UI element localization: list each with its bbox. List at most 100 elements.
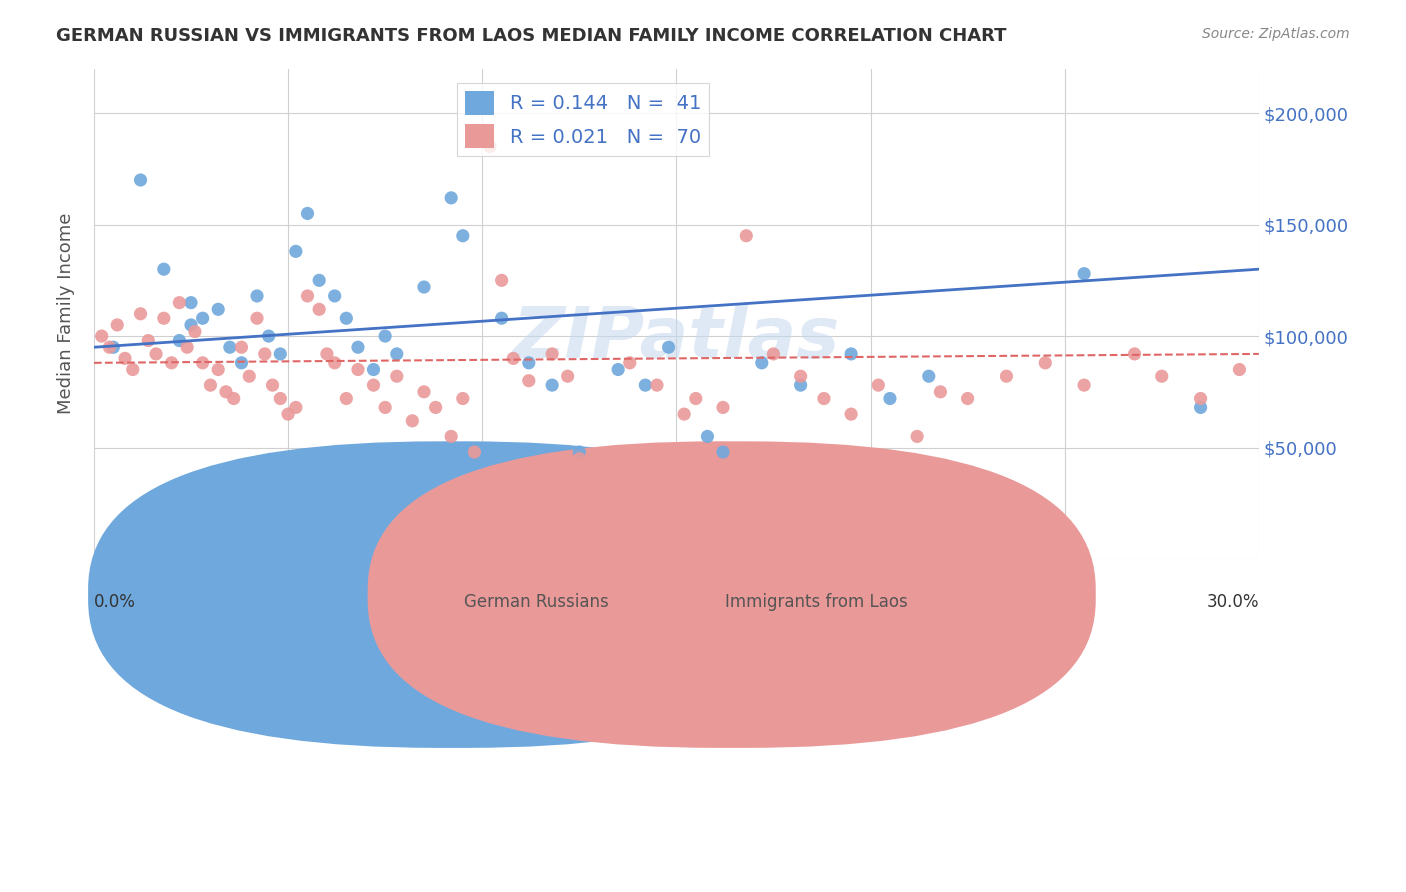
Point bbox=[347, 340, 370, 354]
Text: ZIPatlas: ZIPatlas bbox=[513, 304, 839, 373]
Point bbox=[762, 347, 785, 361]
Point bbox=[557, 369, 579, 384]
Point bbox=[191, 356, 214, 370]
Point bbox=[789, 378, 811, 392]
Point bbox=[246, 289, 269, 303]
Point bbox=[121, 362, 143, 376]
Point bbox=[269, 392, 291, 406]
Point bbox=[995, 369, 1018, 384]
Text: GERMAN RUSSIAN VS IMMIGRANTS FROM LAOS MEDIAN FAMILY INCOME CORRELATION CHART: GERMAN RUSSIAN VS IMMIGRANTS FROM LAOS M… bbox=[56, 27, 1007, 45]
Legend: R = 0.144   N =  41, R = 0.021   N =  70: R = 0.144 N = 41, R = 0.021 N = 70 bbox=[457, 83, 709, 156]
Point bbox=[176, 340, 198, 354]
Point bbox=[257, 329, 280, 343]
Point bbox=[1150, 369, 1173, 384]
Point bbox=[401, 414, 423, 428]
Point bbox=[136, 334, 159, 348]
Point bbox=[335, 311, 357, 326]
Point bbox=[425, 401, 447, 415]
Point bbox=[735, 228, 758, 243]
Point bbox=[658, 340, 681, 354]
Point bbox=[440, 429, 463, 443]
Point bbox=[568, 451, 591, 466]
Point bbox=[316, 347, 339, 361]
Point bbox=[262, 378, 284, 392]
Point bbox=[323, 289, 346, 303]
Point bbox=[184, 325, 207, 339]
Point bbox=[1033, 356, 1056, 370]
Point bbox=[385, 369, 408, 384]
Point bbox=[918, 369, 941, 384]
Point bbox=[207, 362, 229, 376]
Point bbox=[246, 311, 269, 326]
Point bbox=[191, 311, 214, 326]
Point bbox=[253, 347, 276, 361]
Point bbox=[363, 378, 385, 392]
Point bbox=[215, 384, 238, 399]
Point bbox=[347, 362, 370, 376]
Point bbox=[868, 378, 890, 392]
Point bbox=[839, 407, 862, 421]
Point bbox=[491, 311, 513, 326]
Point bbox=[440, 191, 463, 205]
Point bbox=[218, 340, 240, 354]
Point bbox=[568, 445, 591, 459]
Point bbox=[90, 329, 112, 343]
Point bbox=[297, 206, 319, 220]
Point bbox=[114, 351, 136, 366]
Point bbox=[1189, 401, 1212, 415]
Point bbox=[619, 356, 641, 370]
Point bbox=[297, 289, 319, 303]
Point bbox=[207, 302, 229, 317]
Point bbox=[905, 429, 928, 443]
Point bbox=[751, 356, 773, 370]
Text: Source: ZipAtlas.com: Source: ZipAtlas.com bbox=[1202, 27, 1350, 41]
Point bbox=[634, 378, 657, 392]
Point bbox=[385, 347, 408, 361]
Point bbox=[502, 351, 524, 366]
Point bbox=[374, 329, 396, 343]
Point bbox=[413, 384, 436, 399]
Point bbox=[129, 307, 152, 321]
Point bbox=[451, 392, 474, 406]
Point bbox=[153, 262, 176, 277]
Point bbox=[180, 318, 202, 332]
Point bbox=[335, 392, 357, 406]
Point bbox=[200, 378, 222, 392]
Point bbox=[463, 445, 485, 459]
Point bbox=[607, 362, 630, 376]
Point bbox=[145, 347, 167, 361]
Point bbox=[103, 340, 125, 354]
Text: 30.0%: 30.0% bbox=[1206, 593, 1258, 611]
Point bbox=[517, 356, 540, 370]
Point bbox=[956, 392, 979, 406]
Point bbox=[541, 347, 564, 361]
Point bbox=[277, 407, 299, 421]
Point bbox=[180, 295, 202, 310]
Point bbox=[284, 244, 307, 259]
Point bbox=[231, 356, 253, 370]
Point bbox=[645, 378, 668, 392]
Point bbox=[169, 334, 191, 348]
Point bbox=[711, 445, 734, 459]
Text: 0.0%: 0.0% bbox=[94, 593, 136, 611]
Point bbox=[541, 378, 564, 392]
Point bbox=[673, 407, 696, 421]
Point bbox=[491, 273, 513, 287]
Text: Immigrants from Laos: Immigrants from Laos bbox=[725, 593, 907, 611]
Point bbox=[413, 280, 436, 294]
Point bbox=[231, 340, 253, 354]
Point bbox=[222, 392, 245, 406]
Point bbox=[685, 392, 707, 406]
Point bbox=[374, 401, 396, 415]
Point bbox=[839, 347, 862, 361]
Point bbox=[451, 228, 474, 243]
FancyBboxPatch shape bbox=[89, 442, 815, 747]
Point bbox=[1073, 267, 1095, 281]
Point bbox=[269, 347, 291, 361]
Point bbox=[363, 362, 385, 376]
Point bbox=[105, 318, 128, 332]
Point bbox=[238, 369, 260, 384]
Point bbox=[1189, 392, 1212, 406]
Point bbox=[929, 384, 952, 399]
Point bbox=[879, 392, 901, 406]
